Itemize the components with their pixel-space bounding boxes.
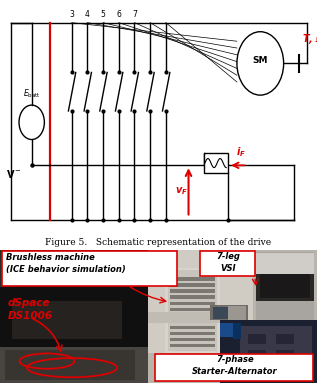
Text: $\bfit{T},\,\bfit{\Omega}$: $\bfit{T},\,\bfit{\Omega}$ <box>302 31 317 46</box>
Bar <box>210 305 248 320</box>
FancyBboxPatch shape <box>2 251 177 286</box>
Text: dSpace
DS1006: dSpace DS1006 <box>8 298 53 321</box>
Bar <box>170 308 215 311</box>
Bar <box>170 283 215 287</box>
Bar <box>220 320 317 383</box>
Bar <box>233 323 241 339</box>
Bar <box>168 270 217 351</box>
Text: Brushless machine
(ICE behavior simulation): Brushless machine (ICE behavior simulati… <box>6 253 126 273</box>
Text: SM: SM <box>253 56 268 65</box>
Bar <box>10 257 150 293</box>
Bar <box>170 314 215 318</box>
Bar <box>170 344 215 347</box>
Bar <box>228 306 246 331</box>
Text: 7-leg
VSI: 7-leg VSI <box>216 252 240 273</box>
Bar <box>170 332 215 336</box>
Text: Figure 5.   Schematic representation of the drive: Figure 5. Schematic representation of th… <box>45 238 272 247</box>
Bar <box>240 326 312 380</box>
Text: 6: 6 <box>116 10 121 19</box>
Bar <box>253 250 317 323</box>
Bar <box>170 277 215 281</box>
Bar <box>170 296 215 300</box>
FancyBboxPatch shape <box>200 251 255 277</box>
Bar <box>213 307 245 319</box>
Bar <box>248 350 266 360</box>
Bar <box>165 268 220 353</box>
Bar <box>12 301 122 339</box>
Bar <box>148 312 248 323</box>
Text: 7-phase
Starter-Alternator: 7-phase Starter-Alternator <box>192 355 278 376</box>
Bar <box>256 268 314 301</box>
Bar <box>256 252 314 321</box>
Bar <box>260 271 310 298</box>
Bar <box>0 250 175 298</box>
Bar <box>220 323 235 337</box>
Text: 4: 4 <box>85 10 90 19</box>
Bar <box>170 319 215 323</box>
Bar <box>170 301 215 305</box>
FancyBboxPatch shape <box>155 354 313 381</box>
Bar <box>256 253 314 273</box>
Bar <box>5 350 135 380</box>
Bar <box>276 334 294 344</box>
Text: $E_{\rm batt}$: $E_{\rm batt}$ <box>23 87 41 100</box>
Bar <box>170 290 215 293</box>
Bar <box>0 347 148 383</box>
Bar <box>248 365 266 375</box>
Bar <box>276 365 294 375</box>
Text: $\bfit{i}_F$: $\bfit{i}_F$ <box>236 145 246 159</box>
Bar <box>20 265 130 290</box>
Text: 5: 5 <box>101 10 106 19</box>
Bar <box>148 250 253 383</box>
Bar <box>248 334 266 344</box>
Text: $\mathbf{V}^-$: $\mathbf{V}^-$ <box>6 169 22 180</box>
Bar <box>170 337 215 341</box>
Bar <box>276 350 294 360</box>
Bar <box>0 287 148 350</box>
Bar <box>148 353 253 383</box>
Text: $\bfit{v}_F$: $\bfit{v}_F$ <box>175 185 188 197</box>
Text: 7: 7 <box>132 10 137 19</box>
Bar <box>170 326 215 329</box>
FancyBboxPatch shape <box>204 153 228 173</box>
Text: 3: 3 <box>69 10 74 19</box>
